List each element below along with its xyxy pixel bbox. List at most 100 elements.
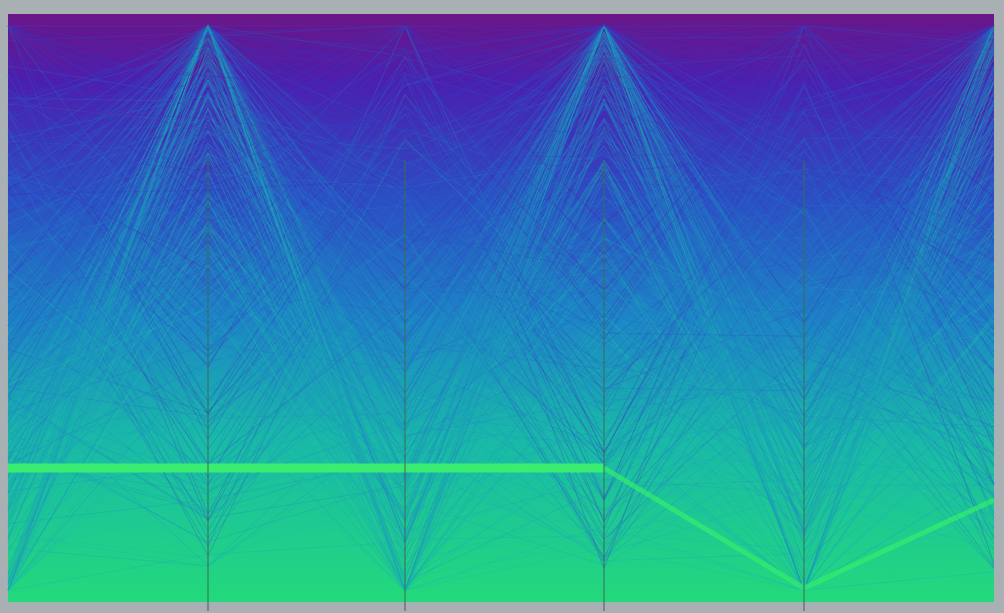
data-polyline (7, 263, 995, 591)
data-polyline (7, 33, 995, 464)
data-polyline (7, 59, 995, 426)
data-polyline (7, 35, 995, 520)
data-polyline (7, 30, 995, 478)
data-polyline (7, 25, 995, 247)
data-polyline (7, 25, 995, 395)
data-polyline (7, 36, 995, 392)
data-polyline (7, 24, 995, 385)
data-polyline (7, 29, 995, 444)
data-polyline (7, 266, 995, 486)
data-polyline (7, 83, 995, 505)
data-polyline (7, 25, 995, 234)
data-polyline (7, 152, 995, 592)
data-polyline (7, 43, 995, 304)
data-polyline (7, 150, 995, 262)
data-polyline (7, 24, 995, 591)
data-polyline (7, 45, 995, 255)
data-polyline (7, 49, 995, 423)
data-polyline (7, 24, 995, 486)
data-polyline (7, 206, 995, 538)
data-polyline (7, 35, 995, 414)
data-polyline (7, 24, 995, 592)
data-polyline (7, 114, 995, 539)
data-polyline (7, 24, 995, 591)
data-polyline (7, 30, 995, 513)
data-polyline (7, 25, 995, 291)
data-polyline (7, 25, 995, 439)
data-polyline (7, 34, 995, 322)
data-polyline (7, 25, 995, 289)
data-polyline (7, 24, 995, 592)
data-polyline (7, 24, 995, 544)
data-polyline (7, 29, 995, 178)
data-polyline (7, 195, 995, 560)
data-polyline (7, 253, 995, 549)
data-polyline (7, 25, 995, 502)
data-polyline (7, 100, 995, 592)
data-polyline (8, 25, 995, 189)
data-polyline (7, 25, 995, 290)
data-polyline (7, 43, 995, 500)
data-polyline (7, 61, 995, 592)
data-polyline (7, 25, 995, 455)
data-polyline (7, 131, 995, 562)
data-polyline (7, 73, 995, 416)
data-polyline (7, 32, 995, 403)
data-polyline (7, 54, 995, 406)
data-polyline (7, 44, 995, 271)
data-polyline (7, 25, 995, 313)
data-polyline (7, 24, 995, 417)
data-polyline (7, 25, 995, 348)
data-polyline (7, 25, 995, 134)
data-polyline (7, 24, 995, 438)
axes-layer (207, 160, 805, 611)
data-polyline (7, 225, 995, 450)
data-polyline (7, 32, 995, 323)
data-polyline (7, 25, 995, 130)
data-polyline (7, 25, 995, 438)
data-polyline (7, 24, 995, 522)
data-polyline (7, 25, 995, 441)
data-polyline (7, 25, 995, 547)
data-polyline (7, 25, 995, 373)
data-polyline (7, 108, 995, 483)
data-polyline (7, 95, 995, 385)
data-polyline (7, 102, 995, 451)
data-polyline (7, 39, 995, 401)
data-polyline (7, 269, 995, 520)
data-polyline (7, 24, 995, 339)
data-polyline (7, 47, 995, 454)
data-polyline (7, 61, 995, 479)
data-polyline (7, 100, 995, 592)
data-polyline (7, 169, 995, 448)
data-polyline (7, 37, 995, 535)
data-polyline (7, 25, 995, 352)
data-polyline (7, 83, 995, 279)
data-polyline (7, 95, 995, 505)
data-polyline (7, 24, 995, 566)
data-polyline (7, 75, 995, 457)
data-polyline (7, 25, 995, 284)
polyline-layer (7, 24, 996, 592)
data-polyline (7, 47, 995, 584)
data-polyline (7, 25, 995, 395)
data-polyline (7, 37, 995, 358)
data-polyline (7, 93, 995, 487)
data-polyline (7, 30, 995, 591)
data-polyline (7, 104, 995, 391)
data-polyline (7, 25, 995, 283)
data-polyline (7, 94, 995, 529)
data-polyline (7, 47, 995, 325)
data-polyline (7, 24, 995, 392)
data-polyline (7, 25, 995, 269)
data-polyline (7, 194, 995, 453)
data-polyline (7, 25, 995, 393)
data-polyline (7, 24, 995, 592)
data-polyline (7, 28, 995, 526)
data-polyline (7, 25, 995, 563)
data-polyline (7, 25, 995, 332)
data-polyline (7, 25, 995, 253)
data-polyline (7, 38, 995, 471)
data-polyline (7, 25, 995, 358)
